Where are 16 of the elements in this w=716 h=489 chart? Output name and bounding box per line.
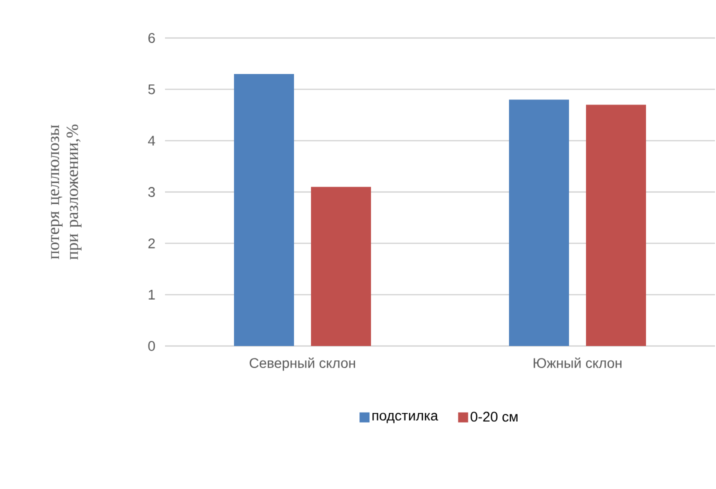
y-tick-label: 2 — [148, 238, 155, 248]
y-tick-label: 5 — [148, 84, 155, 94]
bar — [586, 104, 646, 346]
bar — [311, 186, 372, 346]
legend-label: 0-20 см — [470, 412, 518, 422]
y-tick-label: 3 — [148, 187, 155, 197]
x-tick-label: Северный склон — [250, 358, 356, 371]
y-axis-title: потеря целлюлозы при разложении,% — [50, 124, 82, 260]
y-tick-label: 6 — [148, 33, 155, 43]
y-tick-label: 0 — [148, 341, 155, 351]
bar — [509, 100, 570, 346]
legend-label: подстилка — [372, 412, 438, 424]
y-tick-label: 1 — [148, 290, 155, 300]
x-tick-label: Южный склон — [534, 358, 622, 368]
bar — [234, 74, 294, 346]
y-tick-label: 4 — [148, 136, 156, 146]
